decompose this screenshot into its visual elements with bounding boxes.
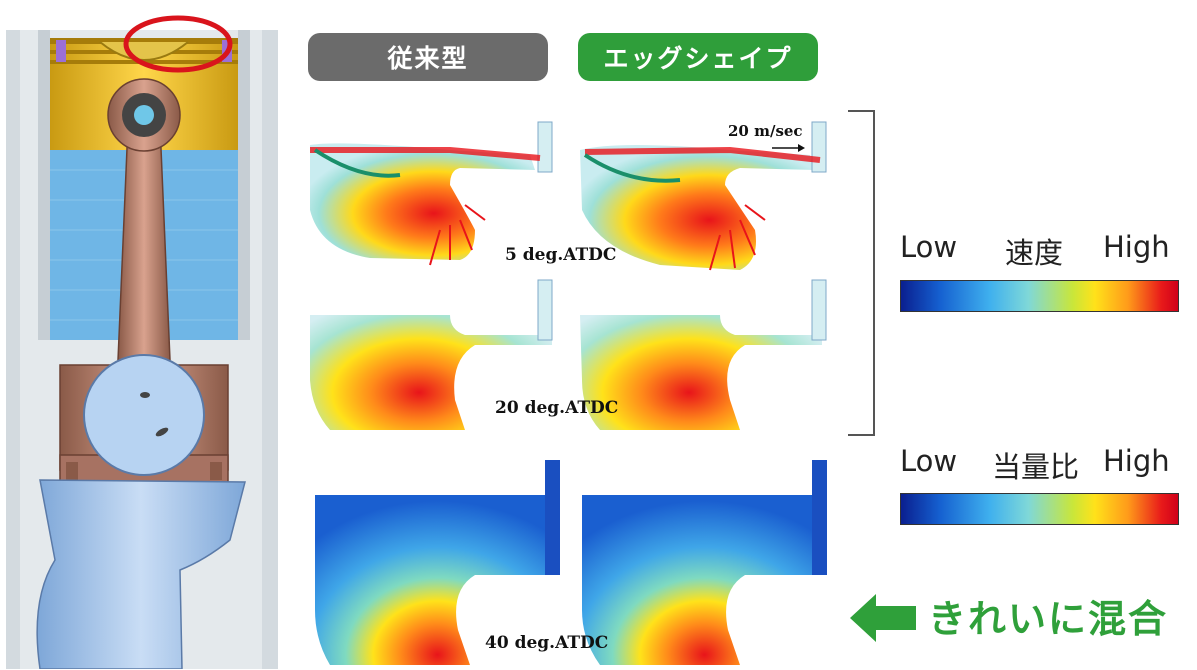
- velocity-legend-high: High: [1103, 230, 1170, 264]
- label-5deg: 5 deg.ATDC: [505, 245, 617, 265]
- panel-5deg-eggshape: [580, 121, 827, 271]
- conventional-header: 従来型: [308, 33, 548, 81]
- ratio-legend-high: High: [1103, 444, 1170, 478]
- panel-40deg-eggshape: [582, 460, 827, 665]
- connecting-rod: [117, 124, 171, 361]
- ratio-legend-low: Low: [900, 444, 958, 478]
- velocity-colorbar: [900, 280, 1179, 312]
- eggshape-header: エッグシェイプ: [578, 33, 818, 81]
- ratio-colorbar: [900, 493, 1179, 525]
- label-40deg: 40 deg.ATDC: [485, 633, 609, 653]
- left-arrow-icon: [850, 594, 916, 642]
- velocity-legend-title: 速度: [1005, 236, 1064, 270]
- crank-web: [36, 479, 246, 669]
- label-20deg: 20 deg.ATDC: [495, 398, 619, 418]
- highlight-circle: [123, 15, 233, 73]
- panel-20deg-conventional: [310, 279, 553, 430]
- ratio-legend-title: 当量比: [992, 450, 1080, 484]
- panel-40deg-conventional: [315, 460, 560, 665]
- panel-5deg-conventional: [310, 121, 553, 266]
- panel-20deg-eggshape: [580, 279, 827, 430]
- velocity-scale-label: 20 m/sec: [728, 122, 803, 140]
- velocity-legend-low: Low: [900, 230, 958, 264]
- bracket: [848, 110, 875, 436]
- crank-pin: [83, 354, 205, 476]
- engine-cross-section: [6, 15, 278, 669]
- callout-text: きれいに混合: [928, 597, 1169, 641]
- simulation-panels: [310, 121, 827, 665]
